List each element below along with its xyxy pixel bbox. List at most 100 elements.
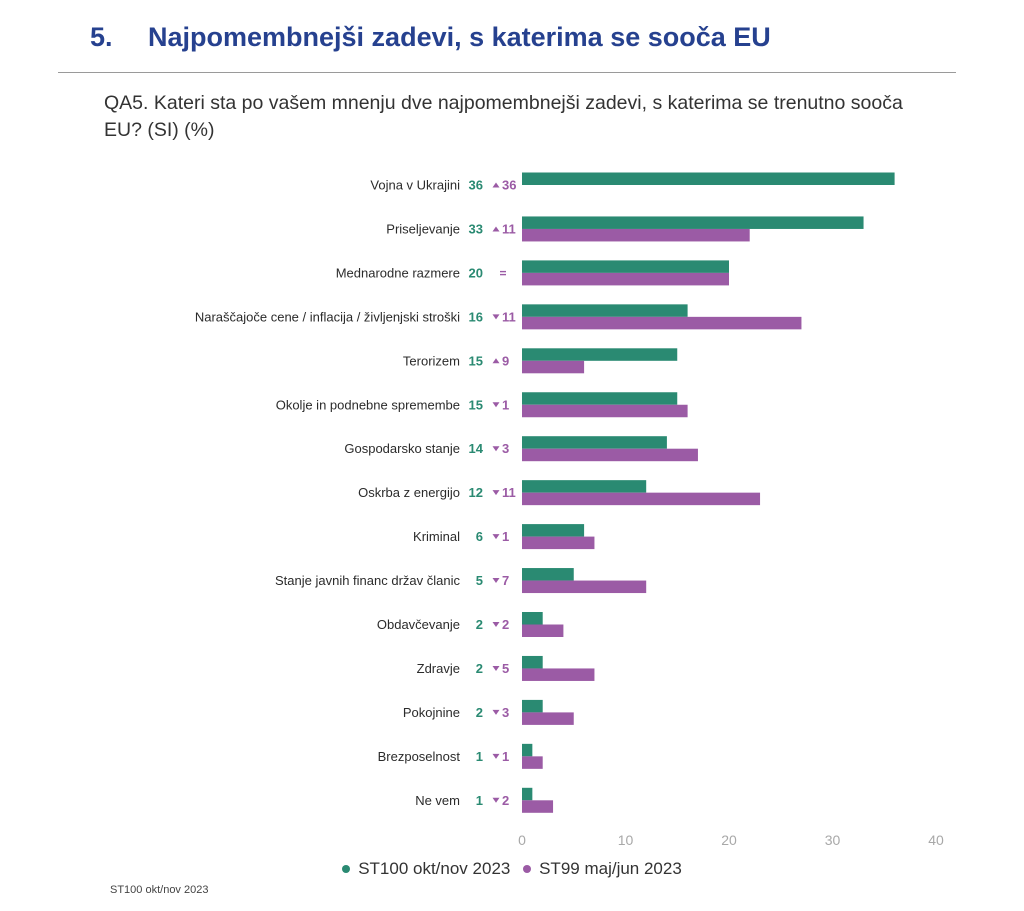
bar-previous: [522, 536, 595, 550]
title-divider: [58, 72, 956, 73]
change-label: 5: [502, 661, 509, 676]
section-number: 5.: [90, 22, 113, 52]
value-label: 14: [469, 441, 484, 456]
legend-label-current: ST100 okt/nov 2023: [358, 859, 511, 878]
change-label: 2: [502, 617, 509, 632]
page-title: 5. Najpomembnejši zadevi, s katerima se s…: [90, 22, 771, 53]
arrow-down-icon: [492, 665, 500, 671]
value-label: 20: [469, 265, 483, 280]
value-label: 2: [476, 705, 483, 720]
category-label: Stanje javnih financ držav članic: [275, 573, 460, 588]
change-label: 11: [502, 485, 516, 500]
value-label: 1: [476, 749, 483, 764]
question-text: QA5. Kateri sta po vašem mnenju dve najp…: [104, 92, 903, 141]
change-label: 11: [502, 221, 516, 236]
section-title: Najpomembnejši zadevi, s katerima se soo…: [148, 22, 771, 52]
category-label: Terorizem: [403, 353, 460, 368]
bar-current: [522, 260, 729, 273]
bar-previous: [522, 800, 554, 813]
bar-previous: [522, 756, 543, 769]
arrow-down-icon: [492, 534, 500, 540]
change-label: 2: [502, 793, 509, 808]
bar-previous: [522, 580, 647, 594]
category-label: Mednarodne razmere: [336, 265, 460, 280]
category-label: Ne vem: [415, 793, 460, 808]
bar-previous: [522, 668, 595, 681]
arrow-down-icon: [492, 402, 500, 408]
bar-current: [522, 568, 574, 581]
bar-current: [522, 436, 667, 449]
change-label: 1: [502, 397, 509, 412]
change-label: 3: [502, 705, 509, 720]
arrow-down-icon: [492, 709, 500, 715]
category-label: Vojna v Ukrajini: [370, 178, 460, 193]
value-label: 12: [469, 485, 483, 500]
bar-current: [522, 392, 678, 405]
bar-previous: [522, 316, 802, 330]
source-note: ST100 okt/nov 2023: [110, 884, 209, 896]
value-label: 36: [469, 178, 483, 193]
bar-previous: [522, 228, 750, 242]
chart-legend: ST100 okt/nov 2023 ST99 maj/jun 2023: [0, 858, 1024, 879]
arrow-down-icon: [492, 490, 500, 496]
bar-previous: [522, 492, 761, 506]
value-label: 2: [476, 617, 483, 632]
bar-current: [522, 743, 533, 757]
bar-current: [522, 216, 864, 229]
value-label: 15: [469, 397, 483, 412]
bar-current: [522, 612, 543, 625]
category-label: Okolje in podnebne spremembe: [276, 397, 460, 412]
value-label: 16: [469, 309, 483, 324]
legend-label-previous: ST99 maj/jun 2023: [539, 859, 682, 878]
category-label: Brezposelnost: [378, 749, 461, 764]
category-label: Gospodarsko stanje: [344, 441, 460, 456]
bar-previous: [522, 404, 688, 418]
value-label: 33: [469, 221, 483, 236]
legend-item-previous: ST99 maj/jun 2023: [523, 859, 682, 879]
value-label: 2: [476, 661, 483, 676]
bar-previous: [522, 712, 574, 725]
category-label: Zdravje: [417, 661, 460, 676]
bar-previous: [522, 272, 729, 286]
category-label: Obdavčevanje: [377, 617, 460, 632]
bar-current: [522, 480, 647, 493]
category-label: Kriminal: [413, 529, 460, 544]
change-label: 7: [502, 573, 509, 588]
change-label: 3: [502, 441, 509, 456]
bar-current: [522, 787, 533, 801]
legend-swatch-previous: [523, 865, 532, 873]
bar-current: [522, 655, 543, 669]
change-label: 9: [502, 353, 509, 368]
change-label: 1: [502, 749, 509, 764]
arrow-down-icon: [492, 578, 500, 584]
value-label: 6: [476, 529, 483, 544]
arrow-up-icon: [492, 226, 500, 232]
x-tick-label: 40: [928, 832, 944, 848]
equal-icon: [500, 270, 506, 273]
equal-icon: [500, 273, 506, 276]
bar-current: [522, 304, 688, 317]
legend-item-current: ST100 okt/nov 2023: [342, 859, 510, 879]
category-label: Oskrba z energijo: [358, 485, 460, 500]
x-tick-label: 0: [518, 832, 526, 848]
arrow-down-icon: [492, 753, 500, 759]
change-label: 36: [502, 178, 516, 193]
arrow-down-icon: [492, 622, 500, 627]
value-label: 5: [476, 573, 483, 588]
value-label: 15: [469, 353, 483, 368]
bar-current: [522, 524, 585, 537]
x-tick-label: 10: [618, 832, 634, 848]
value-label: 1: [476, 793, 483, 808]
bar-previous: [522, 624, 564, 637]
arrow-up-icon: [492, 358, 500, 364]
change-label: 11: [502, 309, 516, 324]
x-tick-label: 30: [825, 832, 841, 848]
category-label: Priseljevanje: [386, 221, 460, 236]
x-tick-label: 20: [721, 832, 737, 848]
bar-current: [522, 699, 543, 713]
arrow-down-icon: [492, 797, 500, 803]
legend-swatch-current: [342, 865, 351, 873]
arrow-down-icon: [492, 446, 500, 452]
bar-current: [522, 348, 678, 361]
